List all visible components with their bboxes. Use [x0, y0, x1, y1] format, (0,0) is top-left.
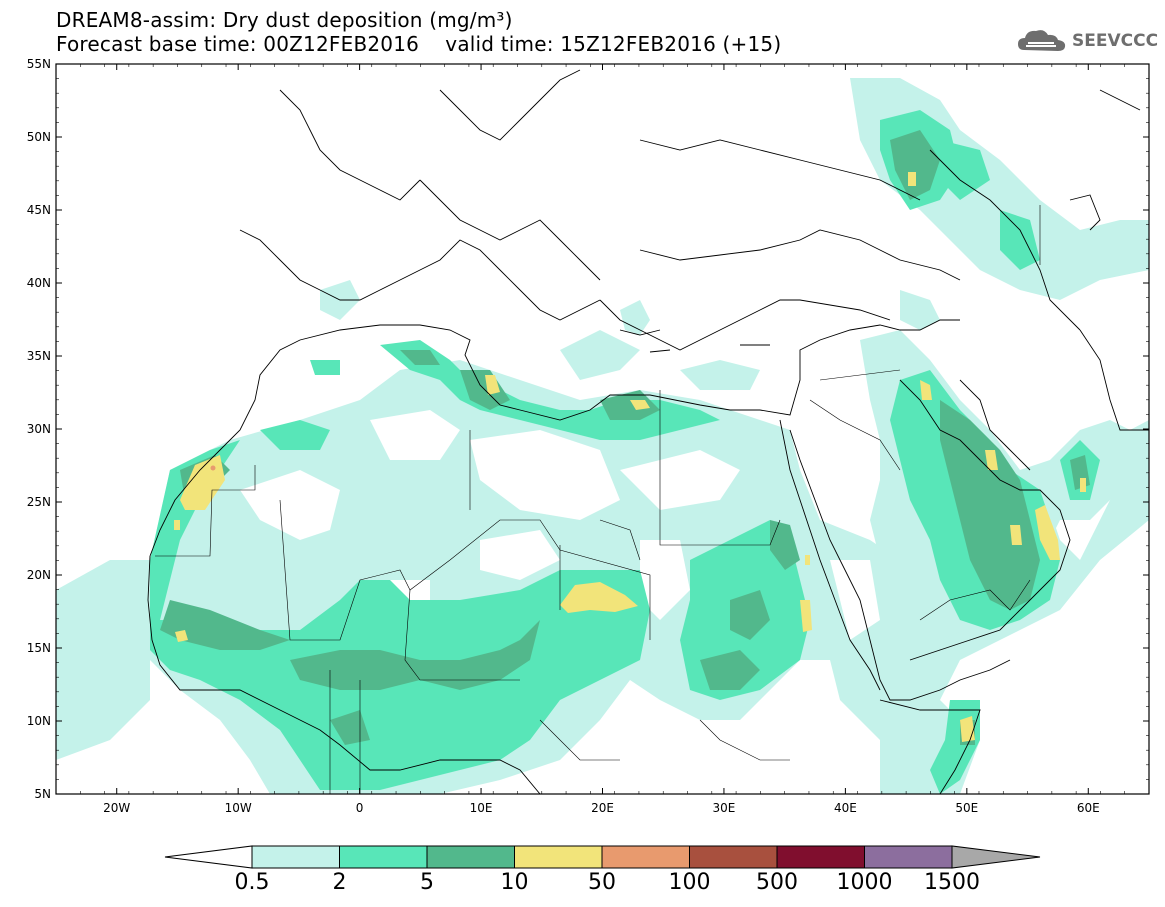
colorbar-swatch	[339, 845, 428, 869]
lon-tick-label: 40E	[834, 801, 857, 815]
lat-tick-label: 40N	[27, 276, 51, 290]
lat-tick-label: 5N	[34, 787, 51, 801]
lon-tick-label: 0	[356, 801, 364, 815]
logo-text: SEEVCCC	[1072, 31, 1159, 51]
colorbar-swatch	[251, 845, 340, 869]
lon-tick-label: 10W	[225, 801, 252, 815]
level-50-region	[210, 465, 216, 471]
seevccc-logo: SEEVCCC	[1016, 26, 1158, 56]
longitude-axis: 20W 10W 0 10E 20E 30E 40E 50E 60E	[55, 64, 1150, 815]
chart-title: DREAM8-assim: Dry dust deposition (mg/m³…	[56, 8, 513, 32]
colorbar-swatch	[776, 845, 865, 869]
lon-tick-label: 20W	[103, 801, 130, 815]
colorbar-label: 100	[669, 870, 711, 895]
lon-tick-label: 20E	[591, 801, 614, 815]
lat-tick-label: 20N	[27, 568, 51, 582]
colorbar-label: 1000	[837, 870, 893, 895]
deposition-field	[56, 78, 1149, 794]
colorbar-under-arrow	[164, 845, 253, 869]
colorbar-label: 50	[588, 870, 616, 895]
lon-tick-label: 30E	[713, 801, 736, 815]
cloud-logo-icon	[1018, 30, 1066, 51]
lon-tick-label: 60E	[1077, 801, 1100, 815]
lat-tick-label: 30N	[27, 422, 51, 436]
lat-tick-label: 45N	[27, 203, 51, 217]
colorbar-label: 5	[420, 870, 434, 895]
colorbar-label: 2	[333, 870, 347, 895]
lat-tick-label: 25N	[27, 495, 51, 509]
lat-tick-label: 10N	[27, 714, 51, 728]
coastlines-borders	[147, 69, 1149, 794]
colorbar-label: 10	[501, 870, 529, 895]
colorbar-label: 0.5	[235, 870, 270, 895]
colorbar-over-arrow	[951, 845, 1041, 869]
lat-tick-label: 15N	[27, 641, 51, 655]
lat-tick-label: 35N	[27, 349, 51, 363]
latitude-axis: 55N 50N 45N 40N 35N 30N 25N 20N 15N 10N 5N	[27, 57, 1149, 801]
level-below-0-5-region	[240, 410, 880, 794]
colorbar-label: 1500	[924, 870, 980, 895]
chart-subtitle: Forecast base time: 00Z12FEB2016 valid t…	[56, 32, 782, 56]
colorbar-swatch	[426, 845, 515, 869]
lon-tick-label: 10E	[470, 801, 493, 815]
colorbar: 0.5 2 5 10 50 100 500 1000 1500	[164, 845, 1041, 895]
country-borders	[155, 205, 1041, 794]
lat-tick-label: 50N	[27, 130, 51, 144]
colorbar-label: 500	[756, 870, 798, 895]
level-5-region	[160, 130, 1090, 745]
colorbar-swatch	[601, 845, 690, 869]
lon-tick-label: 50E	[955, 801, 978, 815]
colorbar-swatch	[689, 845, 778, 869]
lat-tick-label: 55N	[27, 57, 51, 71]
colorbar-swatch	[864, 845, 953, 869]
colorbar-swatch	[514, 845, 603, 869]
